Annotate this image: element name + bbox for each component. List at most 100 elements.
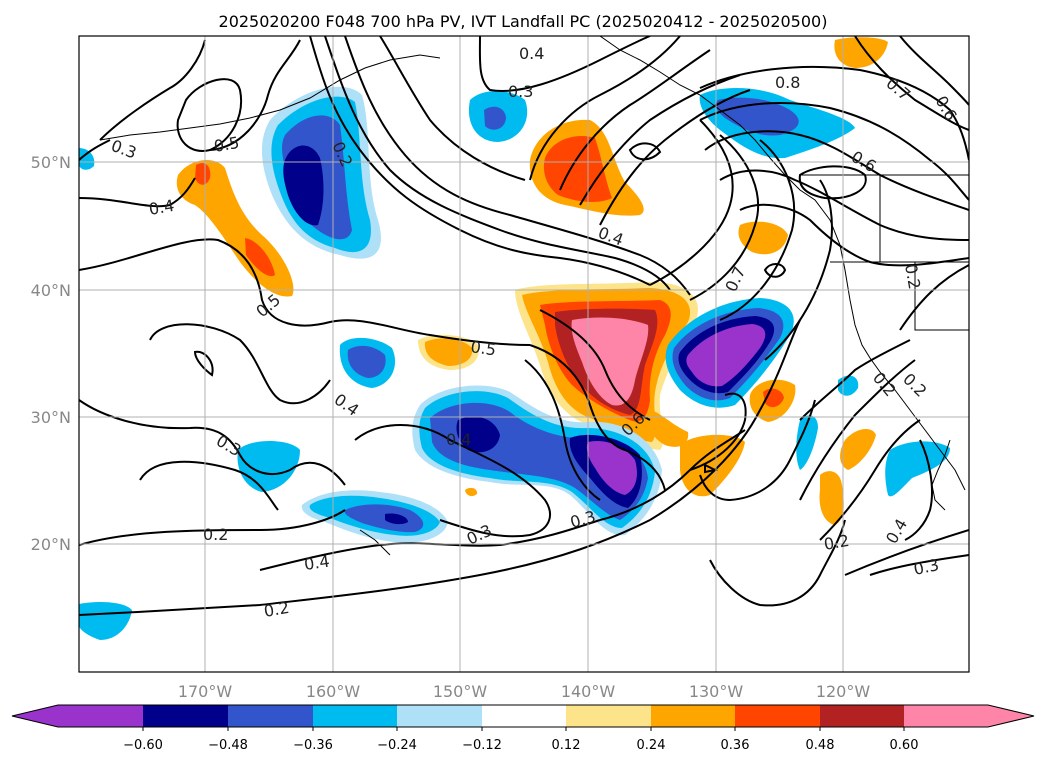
negative-anomaly-region bbox=[885, 441, 950, 497]
lat-label: 50°N bbox=[31, 153, 71, 172]
pv-contour bbox=[798, 165, 867, 200]
positive-anomaly-region bbox=[195, 163, 211, 185]
pv-contour bbox=[899, 36, 969, 106]
pv-contour bbox=[704, 463, 719, 474]
pv-contour bbox=[709, 519, 846, 607]
pv-contour bbox=[799, 359, 916, 501]
pv-contour bbox=[764, 179, 833, 361]
pv-contour bbox=[79, 177, 196, 208]
pv-contour bbox=[176, 78, 243, 152]
contour-label: 0.5 bbox=[469, 337, 497, 359]
coastlines bbox=[99, 36, 969, 556]
negative-anomaly-region bbox=[79, 602, 132, 640]
lon-label: 120°W bbox=[816, 682, 871, 701]
pv-contour bbox=[79, 238, 531, 346]
pv-contour bbox=[478, 36, 651, 92]
pv-contour bbox=[739, 203, 969, 267]
pv-contour bbox=[904, 439, 933, 541]
colorbar-swatch bbox=[228, 705, 313, 727]
colorbar-swatch bbox=[820, 705, 904, 727]
pv-contour bbox=[628, 142, 662, 161]
lon-axis: 170°W 160°W 150°W 140°W 130°W 120°W bbox=[178, 682, 871, 701]
pv-contour bbox=[79, 509, 346, 546]
lat-axis: 50°N 40°N 30°N 20°N bbox=[31, 153, 71, 554]
pv-contour bbox=[539, 309, 651, 421]
negative-anomaly-region bbox=[796, 415, 818, 470]
negative-anomaly-region bbox=[456, 416, 500, 453]
colorbar-swatch bbox=[735, 705, 820, 727]
pv-contour bbox=[79, 139, 111, 161]
colorbar-swatch bbox=[482, 705, 566, 727]
negative-anomaly-region bbox=[686, 324, 766, 387]
pv-contour bbox=[799, 339, 911, 421]
pv-contour bbox=[344, 36, 691, 296]
colorbar-swatch bbox=[313, 705, 397, 727]
colorbar-extend-min bbox=[12, 705, 58, 727]
pv-contour bbox=[899, 264, 969, 331]
colorbar-outline bbox=[11, 704, 1035, 728]
pv-contour bbox=[209, 39, 301, 151]
pv-contour bbox=[844, 529, 969, 576]
pv-contour bbox=[79, 399, 346, 486]
lat-label: 30°N bbox=[31, 408, 71, 427]
pv-contour bbox=[149, 323, 331, 405]
pv-contour bbox=[309, 36, 651, 286]
colorbar-swatch bbox=[651, 705, 735, 727]
colorbar-extend-max bbox=[988, 705, 1034, 727]
colorbar-swatch bbox=[58, 705, 143, 727]
pv-contour bbox=[579, 74, 741, 206]
plot-title: 2025020200 F048 700 hPa PV, IVT Landfall… bbox=[219, 12, 828, 31]
positive-anomaly-region bbox=[648, 410, 689, 447]
pv-contour bbox=[529, 344, 666, 491]
lon-label: 160°W bbox=[306, 682, 361, 701]
colorbar-tick-label: −0.36 bbox=[293, 738, 333, 753]
positive-anomaly-region bbox=[465, 487, 478, 497]
negative-anomaly-region bbox=[344, 504, 424, 533]
contour-label: 0.4 bbox=[519, 44, 544, 63]
pv-contour bbox=[819, 419, 921, 541]
colorbar-tick-label: 0.48 bbox=[806, 738, 835, 753]
lon-label: 140°W bbox=[561, 682, 616, 701]
pv-contour bbox=[689, 392, 747, 471]
colorbar-tick-label: −0.60 bbox=[123, 738, 163, 753]
pv-contour bbox=[599, 89, 751, 226]
colorbar-swatch bbox=[566, 705, 651, 727]
colorbar-tick-label: 0.12 bbox=[552, 738, 581, 753]
pv-contour bbox=[649, 119, 734, 286]
colorbar-tick-label: −0.48 bbox=[208, 738, 248, 753]
pv-contour bbox=[99, 39, 206, 141]
coastline bbox=[599, 36, 966, 491]
negative-anomaly-region bbox=[79, 148, 95, 170]
pv-contour bbox=[379, 36, 526, 181]
pv-contour bbox=[599, 429, 746, 521]
colorbar-tick-label: 0.24 bbox=[637, 738, 666, 753]
positive-anomaly-region bbox=[840, 428, 876, 470]
colorbar-swatch bbox=[397, 705, 482, 727]
colorbar-tick-label: 0.36 bbox=[721, 738, 750, 753]
pv-contour bbox=[139, 460, 279, 511]
contour-label: 0.4 bbox=[303, 552, 331, 574]
contour-label: 0.4 bbox=[147, 196, 175, 219]
contour-label: 0.3 bbox=[912, 555, 941, 579]
lat-label: 20°N bbox=[31, 535, 71, 554]
contour-label: 0.2 bbox=[262, 598, 290, 621]
negative-anomaly-region bbox=[484, 106, 506, 130]
pv-contour bbox=[869, 554, 969, 576]
negative-anomaly-region bbox=[385, 513, 408, 525]
colorbar-tick-label: −0.24 bbox=[377, 738, 417, 753]
pv-contour bbox=[649, 319, 801, 521]
pv-contours bbox=[79, 36, 969, 616]
contour-label: 0.5 bbox=[212, 133, 240, 156]
contour-label: 0.4 bbox=[446, 430, 471, 449]
lat-label: 40°N bbox=[31, 281, 71, 300]
contour-label: 0.2 bbox=[822, 531, 850, 554]
pv-contour bbox=[559, 49, 711, 191]
gridlines bbox=[79, 36, 969, 672]
colorbar-swatch bbox=[904, 705, 988, 727]
pv-contour bbox=[324, 36, 671, 291]
colorbar: −0.60 −0.48 −0.36 −0.24 −0.12 0.12 0.24 … bbox=[11, 704, 1035, 753]
negative-anomaly-region bbox=[347, 345, 386, 378]
lon-label: 130°W bbox=[689, 682, 744, 701]
contour-label: 0.2 bbox=[901, 262, 924, 290]
